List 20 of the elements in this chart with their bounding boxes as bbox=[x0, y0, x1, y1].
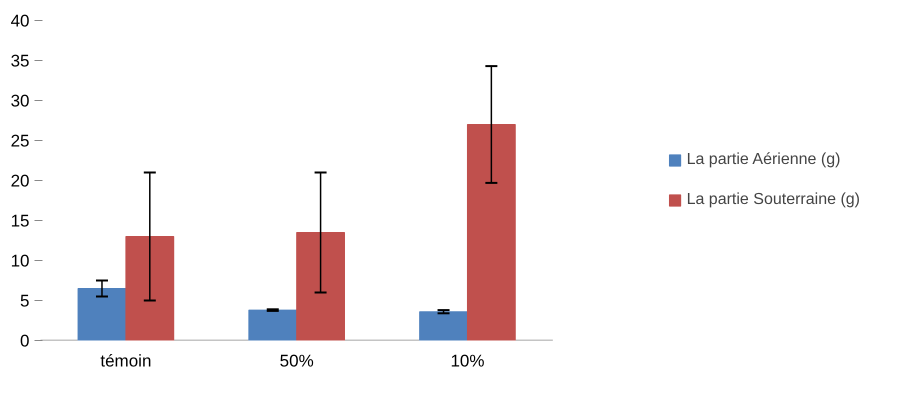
x-tick-label: témoin bbox=[100, 352, 152, 370]
y-tick-label: 0 bbox=[20, 332, 30, 350]
y-tick-label: 15 bbox=[10, 212, 30, 230]
bar bbox=[125, 236, 174, 340]
x-tick-label: 50% bbox=[280, 352, 314, 370]
y-tick-label: 20 bbox=[10, 172, 30, 190]
legend-label: La partie Aérienne (g) bbox=[686, 151, 840, 169]
bar bbox=[419, 311, 468, 340]
x-tick-label: 10% bbox=[450, 352, 484, 370]
y-tick-label: 30 bbox=[10, 92, 30, 110]
bar bbox=[248, 310, 298, 340]
legend-label: La partie Souterraine (g) bbox=[686, 191, 860, 209]
y-tick-label: 40 bbox=[10, 12, 30, 30]
y-tick-label: 10 bbox=[10, 252, 30, 270]
y-tick-label: 5 bbox=[20, 292, 30, 310]
y-tick-label: 35 bbox=[10, 52, 30, 70]
bar bbox=[296, 232, 345, 340]
bar bbox=[78, 288, 126, 340]
y-tick-label: 25 bbox=[10, 132, 30, 150]
bar bbox=[466, 124, 516, 340]
